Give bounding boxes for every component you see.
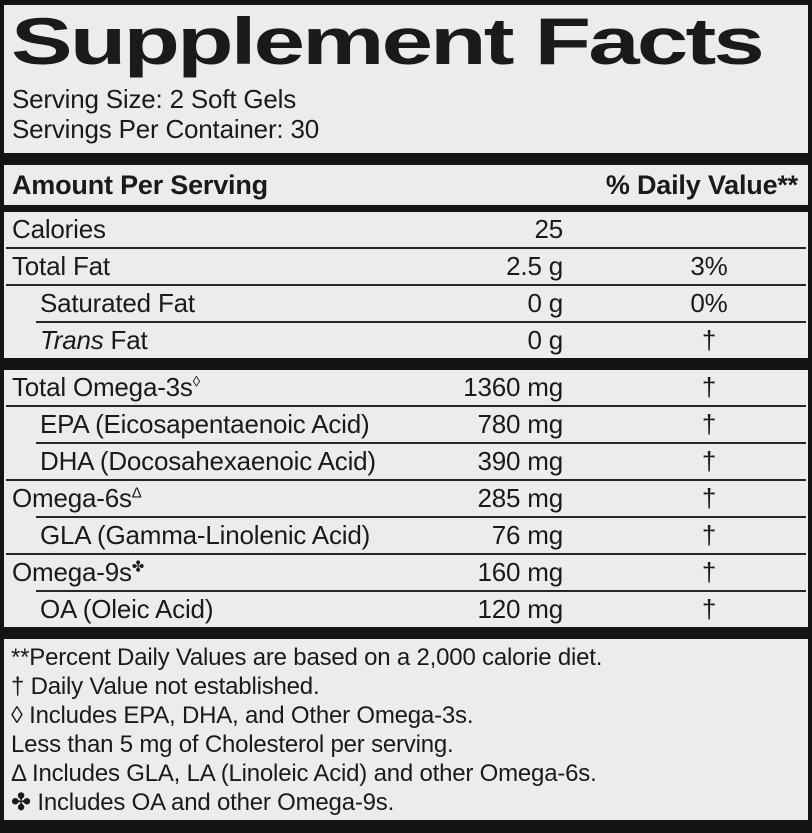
nutrient-name: Omega-6sΔ — [12, 483, 142, 513]
nutrient-daily-value: † — [701, 446, 717, 476]
nutrient-row: EPA (Eicosapentaenoic Acid) 780 mg † — [4, 407, 808, 442]
row-separator — [6, 553, 806, 555]
nutrient-daily-value: † — [701, 520, 717, 550]
table-header: Amount Per Serving % Daily Value** — [4, 165, 808, 205]
nutrient-row: Saturated Fat 0 g 0% — [4, 286, 808, 321]
nutrient-row: GLA (Gamma-Linolenic Acid) 76 mg † — [4, 518, 808, 553]
nutrient-name: DHA (Docosahexaenoic Acid) — [40, 446, 376, 476]
divider-bottom — [4, 820, 808, 833]
nutrient-daily-value: † — [701, 483, 717, 513]
row-separator — [6, 479, 806, 481]
nutrient-daily-value: † — [701, 594, 717, 624]
footnote-line: **Percent Daily Values are based on a 2,… — [11, 644, 603, 671]
nutrient-daily-value: 3% — [690, 251, 728, 281]
nutrient-row: DHA (Docosahexaenoic Acid) 390 mg † — [4, 444, 808, 479]
nutrient-row: Calories 25 — [4, 212, 808, 247]
nutrient-amount: 0 g — [527, 288, 563, 318]
nutrient-row: Trans Fat 0 g † — [4, 323, 808, 358]
nutrient-amount: 2.5 g — [506, 251, 563, 281]
row-separator — [6, 247, 806, 249]
footnotes: **Percent Daily Values are based on a 2,… — [4, 643, 808, 817]
nutrient-name: Omega-9s✤ — [12, 557, 145, 587]
footnote-symbol: ◊ — [192, 373, 200, 391]
nutrient-row: Total Fat 2.5 g 3% — [4, 249, 808, 284]
nutrient-row: Total Omega-3s◊ 1360 mg † — [4, 370, 808, 405]
divider-medium — [4, 205, 808, 212]
daily-value-header: % Daily Value** — [605, 170, 798, 200]
row-separator — [6, 284, 806, 286]
servings-per-container: Servings Per Container: 30 — [12, 114, 319, 144]
divider-thick-top — [4, 153, 808, 165]
nutrient-row: Omega-9s✤ 160 mg † — [4, 555, 808, 590]
nutrient-table: Calories 25 Total Fat 2.5 g 3% Saturated Fat 0… — [4, 212, 808, 627]
row-separator-indented — [36, 590, 806, 592]
row-separator-indented — [36, 442, 806, 444]
panel-title: Supplement Facts — [11, 4, 765, 78]
divider-thick-mid — [4, 358, 808, 370]
footnote-symbol: Δ — [131, 484, 142, 502]
nutrient-daily-value: † — [701, 557, 717, 587]
nutrient-name: Calories — [12, 214, 106, 244]
nutrient-daily-value: † — [701, 409, 717, 439]
amount-per-serving-header: Amount Per Serving — [12, 170, 268, 200]
nutrient-amount: 1360 mg — [463, 372, 563, 402]
nutrient-amount: 160 mg — [477, 557, 563, 587]
nutrient-amount: 120 mg — [477, 594, 563, 624]
footnote-line: Δ Includes GLA, LA (Linoleic Acid) and o… — [11, 760, 597, 787]
nutrient-daily-value: † — [701, 372, 717, 402]
serving-info: Serving Size: 2 Soft Gels Servings Per C… — [4, 84, 808, 144]
nutrient-name: Saturated Fat — [40, 288, 195, 318]
nutrient-name: Trans Fat — [40, 325, 148, 355]
nutrient-name: OA (Oleic Acid) — [40, 594, 214, 624]
nutrient-name: Total Omega-3s◊ — [12, 372, 200, 402]
serving-size: Serving Size: 2 Soft Gels — [12, 84, 297, 114]
nutrient-amount: 76 mg — [491, 520, 563, 550]
row-separator-indented — [36, 321, 806, 323]
nutrient-amount: 390 mg — [477, 446, 563, 476]
nutrient-name: Total Fat — [12, 251, 110, 281]
footnote-line: Less than 5 mg of Cholesterol per servin… — [11, 731, 454, 758]
nutrient-daily-value: † — [701, 325, 717, 355]
divider-thick-footnotes — [4, 627, 808, 639]
nutrient-name: EPA (Eicosapentaenoic Acid) — [40, 409, 370, 439]
nutrient-row: Omega-6sΔ 285 mg † — [4, 481, 808, 516]
nutrient-amount: 780 mg — [477, 409, 563, 439]
nutrient-amount: 0 g — [527, 325, 563, 355]
nutrient-amount: 285 mg — [477, 483, 563, 513]
nutrient-daily-value: 0% — [690, 288, 728, 318]
nutrient-name: GLA (Gamma-Linolenic Acid) — [40, 520, 371, 550]
footnote-symbol: ✤ — [131, 558, 145, 576]
nutrient-row: OA (Oleic Acid) 120 mg † — [4, 592, 808, 627]
footnote-line: ◊ Includes EPA, DHA, and Other Omega-3s. — [11, 702, 474, 729]
row-separator-indented — [36, 516, 806, 518]
footnote-line: † Daily Value not established. — [11, 673, 320, 700]
nutrient-amount: 25 — [534, 214, 563, 244]
footnote-line: ✤ Includes OA and other Omega-9s. — [11, 789, 395, 816]
row-separator — [6, 405, 806, 407]
